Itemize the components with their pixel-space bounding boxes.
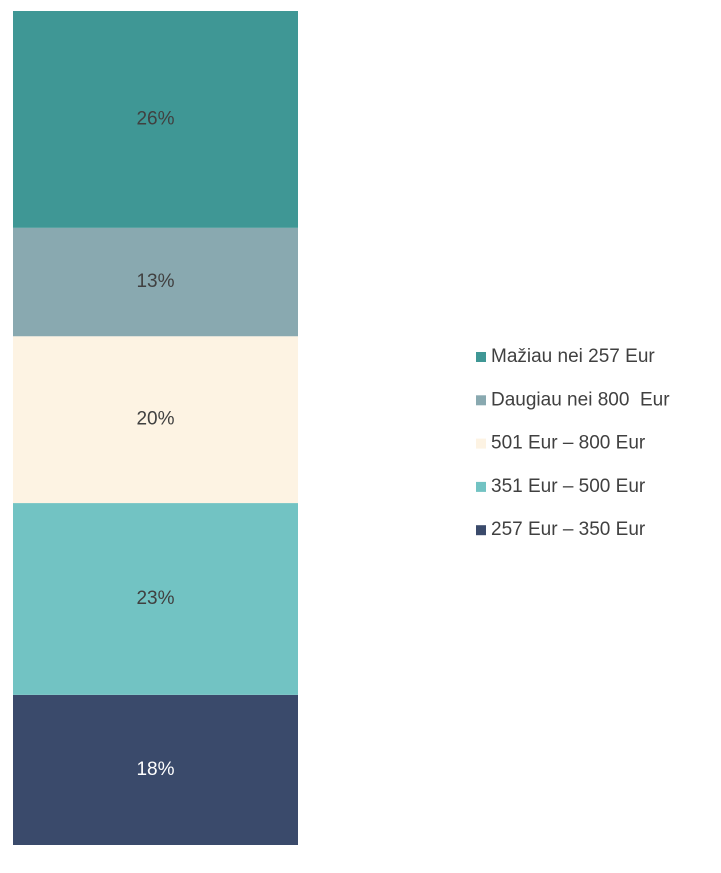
bar-segment xyxy=(13,503,298,695)
legend-swatch xyxy=(476,352,486,362)
legend-label: Daugiau nei 800 Eur xyxy=(491,389,670,410)
legend-swatch xyxy=(476,395,486,406)
legend-swatch xyxy=(476,525,486,536)
legend-label: 351 Eur – 500 Eur xyxy=(491,476,646,497)
bar-segment xyxy=(13,11,298,228)
legend-label: 257 Eur – 350 Eur xyxy=(491,519,646,540)
bar-segment xyxy=(13,336,298,504)
data-label: 20% xyxy=(136,409,174,430)
legend-label: Mažiau nei 257 Eur xyxy=(491,346,655,367)
bar-segment xyxy=(13,694,298,845)
legend-label: 501 Eur – 800 Eur xyxy=(491,433,646,454)
bar-segment xyxy=(13,227,298,337)
legend-swatch xyxy=(476,481,486,492)
legend-swatch xyxy=(476,438,486,449)
data-label: 13% xyxy=(136,271,174,292)
data-label: 23% xyxy=(136,588,174,609)
data-label: 26% xyxy=(136,108,174,129)
data-label: 18% xyxy=(136,759,174,780)
